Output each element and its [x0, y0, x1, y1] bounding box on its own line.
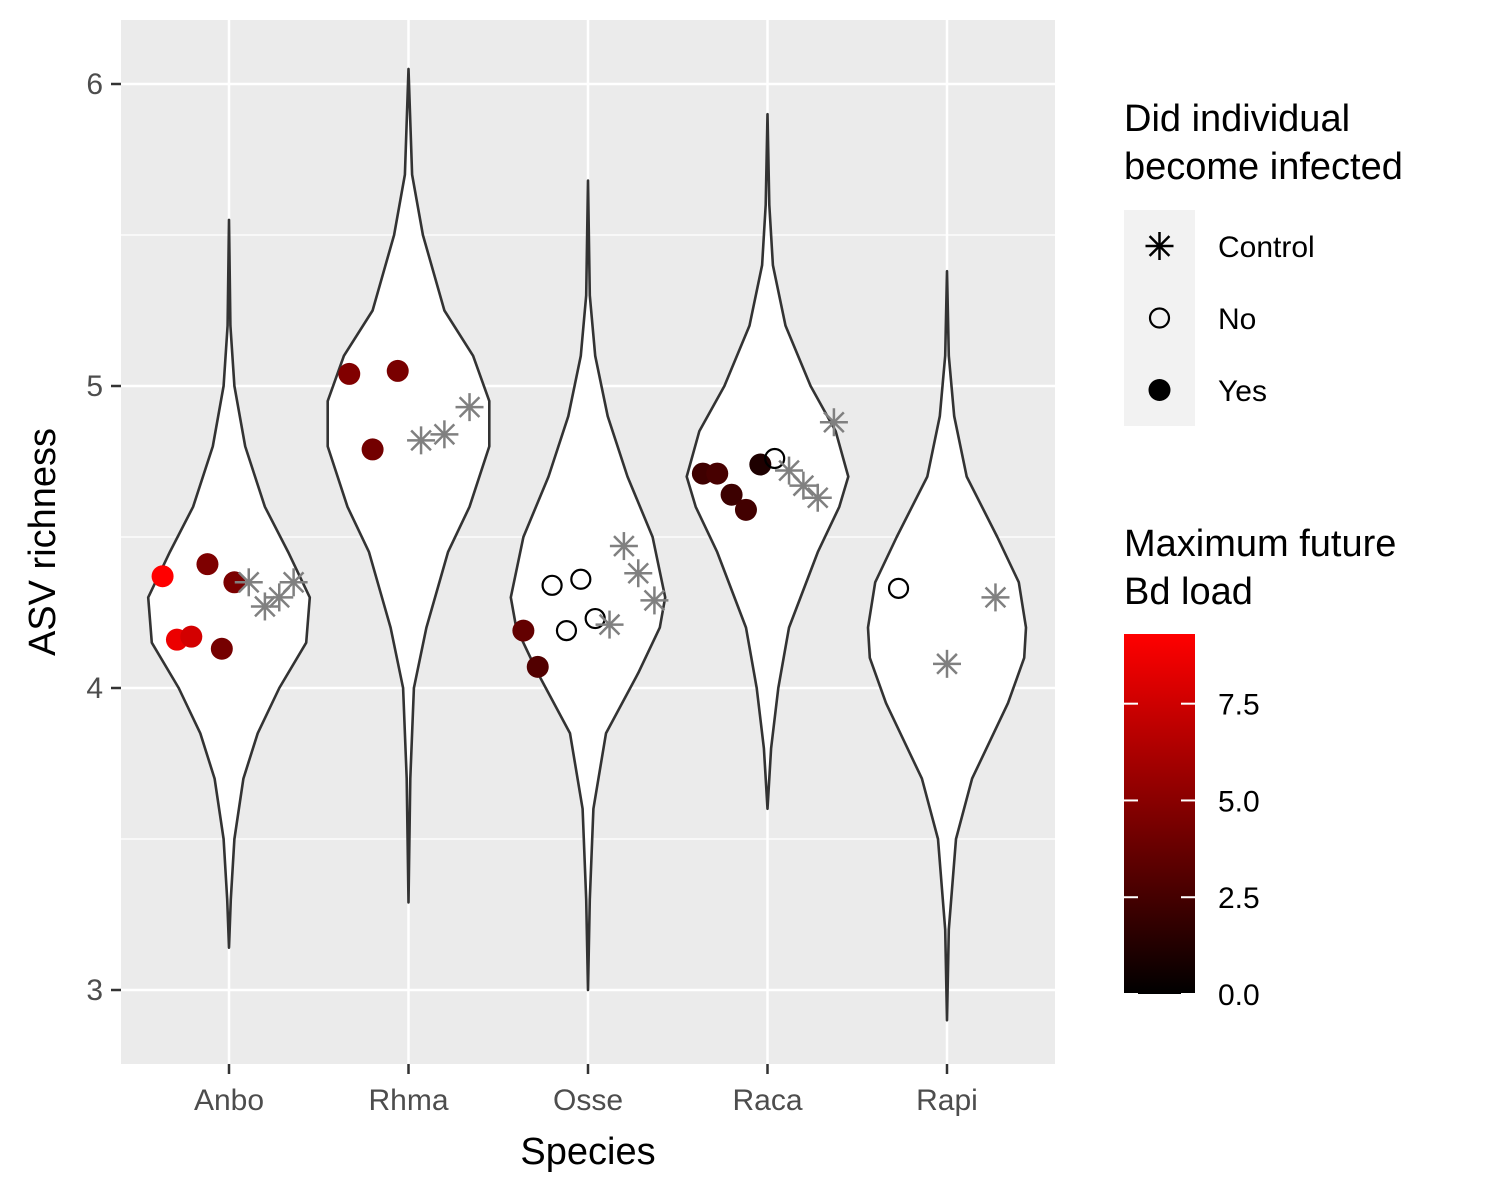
point-anbo-infected [210, 637, 233, 660]
legend-filled-circle-icon [1148, 379, 1171, 401]
shape-legend-keys [1145, 232, 1174, 401]
point-raca-control [819, 408, 848, 437]
point-raca-infected [706, 462, 729, 485]
colorbar-tick-label: 2.5 [1218, 882, 1260, 915]
shape-legend-label-control: Control [1218, 231, 1315, 264]
point-anbo-infected [180, 625, 203, 648]
y-axis-title: ASV richness [22, 428, 64, 656]
color-legend-title-line-2: Bd load [1124, 571, 1253, 613]
legend-asterisk-icon [1145, 232, 1174, 260]
point-anbo-control [234, 568, 263, 597]
point-osse-not-infected [555, 620, 578, 642]
color-legend: Maximum future Bd load 0.0 2.5 5.0 7.5 [1124, 523, 1396, 1012]
axes: 3 4 5 6 Anbo Rhma Osse Raca Rapi [86, 68, 978, 1117]
point-anbo-infected [196, 553, 219, 576]
point-raca-not-infected [764, 447, 786, 470]
point-rhma-infected [386, 359, 409, 382]
x-tick-label: Osse [553, 1084, 623, 1117]
point-anbo-infected [223, 571, 246, 594]
x-tick-label: Rapi [916, 1084, 978, 1117]
point-osse-not-infected [541, 574, 563, 596]
point-anbo-infected [151, 565, 174, 588]
point-osse-infected [526, 655, 549, 678]
point-osse-control [595, 610, 624, 639]
shape-legend: Did individual become infected Control N… [1124, 98, 1403, 426]
violin-rhma [326, 67, 491, 904]
colorbar-tick-label: 5.0 [1218, 785, 1260, 818]
colorbar-ticks: 0.0 2.5 5.0 7.5 [1124, 689, 1260, 1012]
point-raca-control [803, 483, 832, 512]
colorbar-tick-label: 7.5 [1218, 689, 1260, 722]
point-rhma-infected [361, 438, 384, 461]
y-tick-label: 5 [86, 370, 103, 403]
point-osse-control [624, 559, 653, 588]
point-osse-control [640, 586, 669, 615]
x-tick-label: Rhma [368, 1084, 448, 1117]
shape-legend-title-line-2: become infected [1124, 146, 1403, 188]
point-osse-infected [512, 619, 535, 642]
point-rhma-control [455, 393, 484, 422]
point-raca-infected [720, 483, 743, 506]
point-raca-infected [734, 498, 757, 521]
point-osse-control [609, 532, 638, 561]
point-rapi-control [933, 649, 961, 678]
colorbar [1124, 634, 1195, 994]
y-tick-label: 6 [86, 68, 103, 101]
shape-legend-label-no: No [1218, 303, 1256, 336]
point-anbo-control [279, 568, 308, 597]
violin-rapi [866, 269, 1028, 1022]
color-legend-title-line-1: Maximum future [1124, 523, 1396, 565]
legend-open-circle-icon [1148, 307, 1171, 329]
point-anbo-control [250, 592, 279, 621]
data-points [151, 359, 1010, 678]
shape-legend-label-yes: Yes [1218, 375, 1267, 408]
shape-legend-title-line-1: Did individual [1124, 98, 1350, 140]
point-osse-not-infected [570, 568, 592, 590]
point-rapi-not-infected [887, 577, 910, 599]
point-rhma-control [407, 426, 436, 455]
x-tick-label: Raca [732, 1084, 802, 1117]
y-tick-label: 4 [86, 672, 103, 705]
point-rapi-control [981, 583, 1010, 612]
point-rhma-infected [338, 362, 361, 385]
colorbar-tick-label: 0.0 [1218, 979, 1260, 1012]
x-axis-title: Species [520, 1131, 655, 1173]
y-tick-label: 3 [86, 974, 103, 1007]
point-raca-control [789, 471, 818, 500]
x-tick-label: Anbo [194, 1084, 264, 1117]
point-rhma-control [430, 420, 459, 449]
